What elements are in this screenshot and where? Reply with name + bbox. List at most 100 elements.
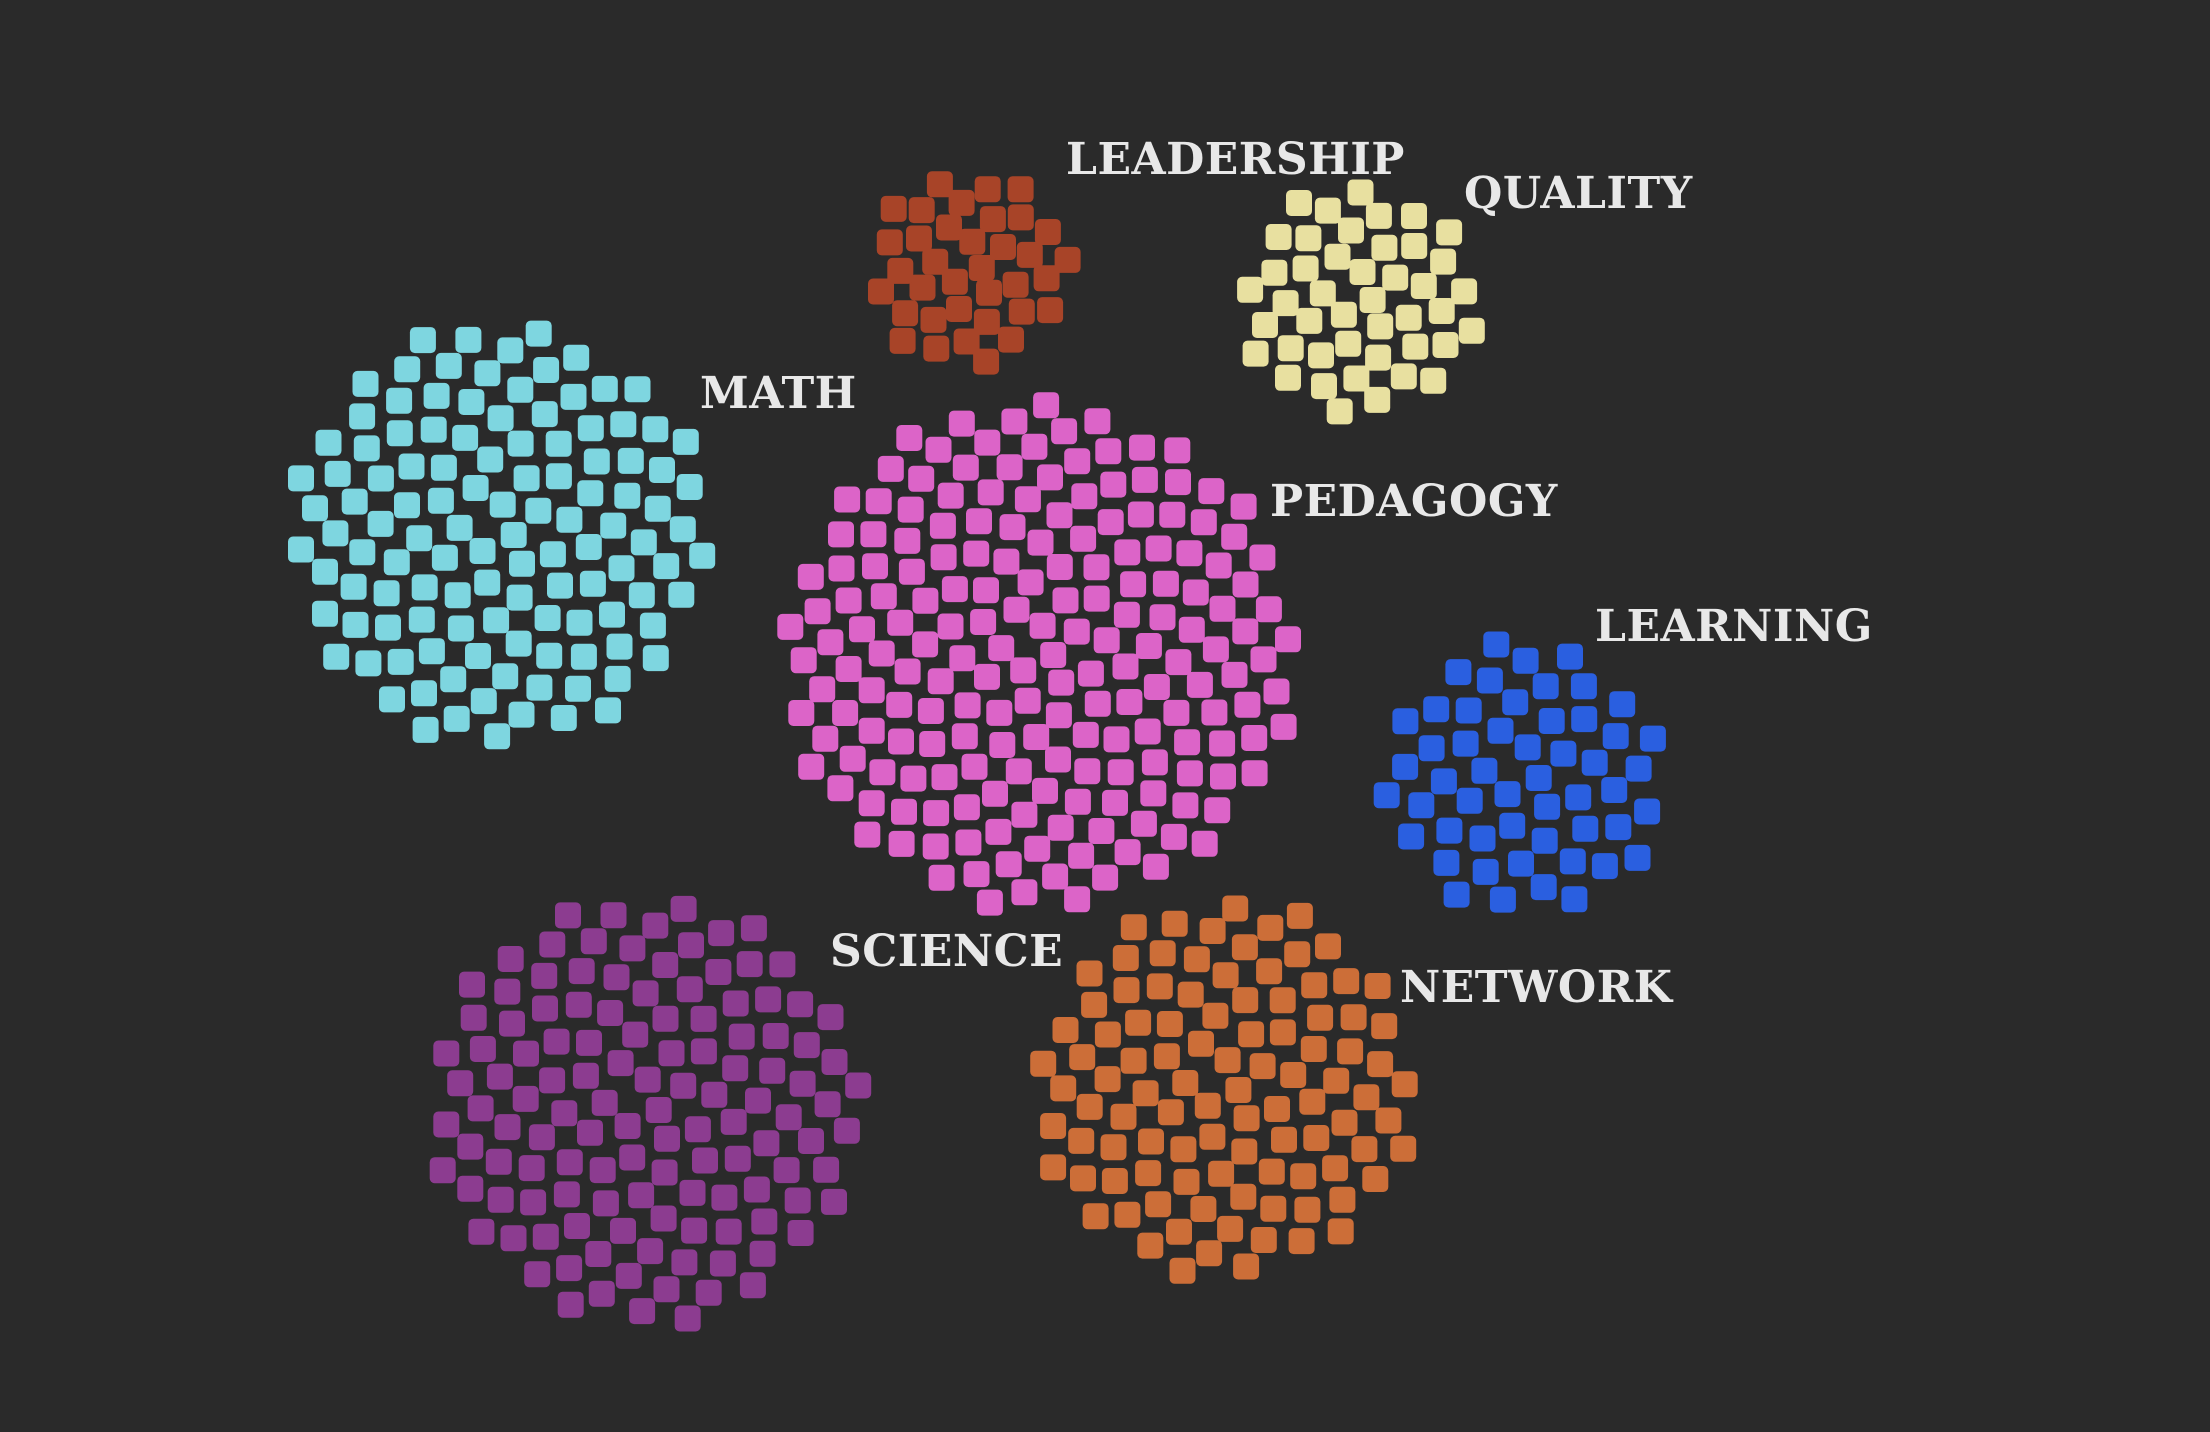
network-dot <box>1233 1254 1259 1280</box>
leadership-dot <box>973 349 999 375</box>
pedagogy-dot <box>1161 824 1187 850</box>
pedagogy-dot <box>1011 802 1037 828</box>
science-dot <box>604 964 630 990</box>
learning-dot <box>1539 708 1565 734</box>
pedagogy-dot <box>1084 554 1110 580</box>
math-dot <box>484 723 510 749</box>
science-cluster <box>430 896 872 1332</box>
pedagogy-dot <box>899 559 925 585</box>
math-dot <box>412 574 438 600</box>
network-dot <box>1301 972 1327 998</box>
pedagogy-dot <box>932 764 958 790</box>
math-dot <box>474 570 500 596</box>
science-dot <box>723 991 749 1017</box>
pedagogy-dot <box>889 831 915 857</box>
learning-dot <box>1582 750 1608 776</box>
science-dot <box>619 1145 645 1171</box>
quality-dot <box>1420 368 1446 394</box>
math-dot <box>409 607 435 633</box>
math-dot <box>448 616 474 642</box>
network-dot <box>1102 1168 1128 1194</box>
pedagogy-dot <box>1192 831 1218 857</box>
science-dot <box>487 1064 513 1090</box>
network-dot <box>1337 1038 1363 1064</box>
math-dot <box>668 582 694 608</box>
pedagogy-dot <box>1153 571 1179 597</box>
science-dot <box>769 951 795 977</box>
pedagogy-dot <box>1210 764 1236 790</box>
network-dot <box>1070 1165 1096 1191</box>
science-dot <box>610 1218 636 1244</box>
learning-dot <box>1625 845 1651 871</box>
pedagogy-dot <box>1047 502 1073 528</box>
math-dot <box>514 465 540 491</box>
quality-dot <box>1350 259 1376 285</box>
math-dot <box>506 631 532 657</box>
pedagogy-dot <box>989 732 1015 758</box>
science-dot <box>729 1024 755 1050</box>
pedagogy-dot <box>1251 646 1277 672</box>
math-dot <box>599 602 625 628</box>
science-dot <box>551 1100 577 1126</box>
learning-label: LEARNING <box>1595 605 1873 649</box>
quality-dot <box>1371 235 1397 261</box>
pedagogy-dot <box>1070 526 1096 552</box>
math-dot <box>384 549 410 575</box>
pedagogy-dot <box>1064 448 1090 474</box>
science-dot <box>794 1032 820 1058</box>
math-dot <box>640 613 666 639</box>
pedagogy-dot <box>836 656 862 682</box>
science-dot <box>741 915 767 941</box>
quality-dot <box>1360 287 1386 313</box>
learning-dot <box>1502 689 1528 715</box>
network-dot <box>1375 1108 1401 1134</box>
leadership-dot <box>923 336 949 362</box>
science-dot <box>646 1097 672 1123</box>
science-dot <box>544 1029 570 1055</box>
math-dot <box>507 585 533 611</box>
science-dot <box>654 1276 680 1302</box>
pedagogy-dot <box>1231 494 1257 520</box>
pedagogy-dot <box>1249 545 1275 571</box>
learning-dot <box>1603 723 1629 749</box>
quality-dot <box>1295 225 1321 251</box>
pedagogy-dot <box>1084 408 1110 434</box>
math-dot <box>288 537 314 563</box>
science-dot <box>725 1146 751 1172</box>
network-dot <box>1150 940 1176 966</box>
pedagogy-dot <box>1051 418 1077 444</box>
pedagogy-dot <box>962 754 988 780</box>
leadership-dot <box>890 328 916 354</box>
math-dot <box>614 483 640 509</box>
pedagogy-dot <box>1140 780 1166 806</box>
science-dot <box>681 1218 707 1244</box>
math-dot <box>349 403 375 429</box>
network-dot <box>1341 1004 1367 1030</box>
learning-dot <box>1601 777 1627 803</box>
pedagogy-dot <box>1094 627 1120 653</box>
pedagogy-dot <box>953 455 979 481</box>
math-dot <box>653 553 679 579</box>
quality-dot <box>1459 318 1485 344</box>
pedagogy-dot <box>955 830 981 856</box>
quality-label: QUALITY <box>1464 172 1693 216</box>
pedagogy-dot <box>952 723 978 749</box>
learning-dot <box>1557 644 1583 670</box>
math-dot <box>312 601 338 627</box>
network-dot <box>1154 1043 1180 1069</box>
pedagogy-dot <box>836 588 862 614</box>
math-dot <box>535 605 561 631</box>
quality-dot <box>1365 345 1391 371</box>
network-dot <box>1145 1191 1171 1217</box>
network-dot <box>1202 1003 1228 1029</box>
science-dot <box>653 1006 679 1032</box>
science-dot <box>486 1149 512 1175</box>
leadership-dot <box>1008 176 1034 202</box>
pedagogy-dot <box>1045 747 1071 773</box>
learning-dot <box>1398 824 1424 850</box>
science-dot <box>652 952 678 978</box>
pedagogy-dot <box>974 430 1000 456</box>
pedagogy-dot <box>923 834 949 860</box>
network-dot <box>1083 1203 1109 1229</box>
